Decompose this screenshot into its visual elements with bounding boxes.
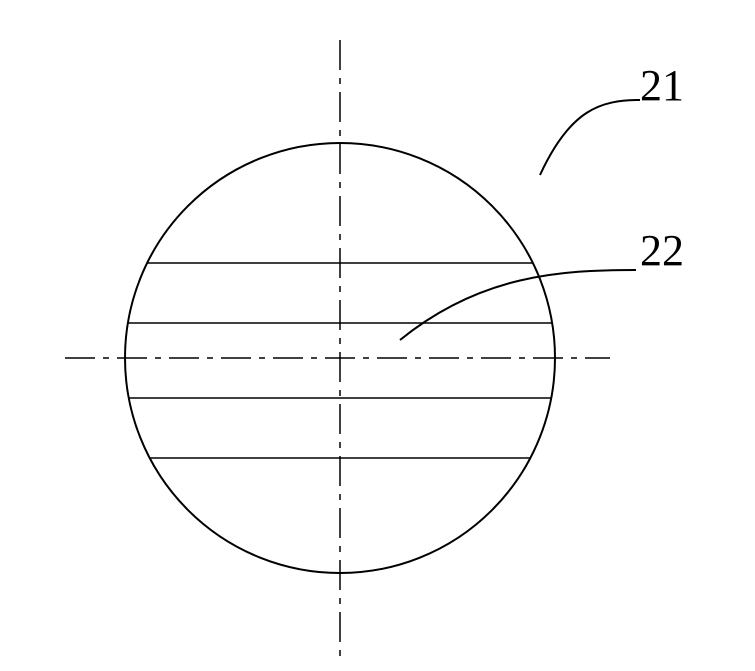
label-21: 21 [640, 61, 684, 110]
leader-21 [540, 100, 640, 175]
label-22: 22 [640, 226, 684, 275]
diagram-canvas: 21 22 [0, 0, 755, 671]
leader-22 [400, 270, 636, 340]
